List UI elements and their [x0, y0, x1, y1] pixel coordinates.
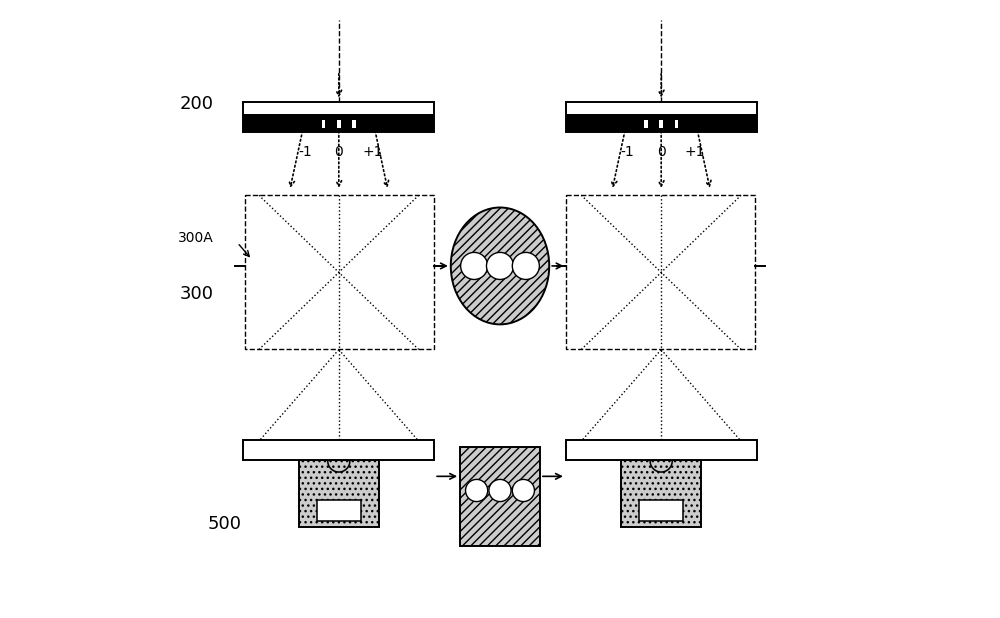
Circle shape	[512, 252, 539, 279]
Circle shape	[489, 480, 511, 502]
Bar	[243, 102, 434, 115]
Bar	[675, 119, 678, 128]
Bar	[566, 115, 757, 132]
Text: 500: 500	[208, 515, 242, 533]
Bar	[352, 119, 356, 128]
Bar	[639, 501, 683, 520]
Bar	[460, 447, 540, 546]
Bar	[621, 460, 701, 527]
Circle shape	[486, 252, 514, 279]
Bar	[566, 440, 757, 460]
Bar	[566, 102, 757, 115]
Text: 300A: 300A	[178, 231, 214, 245]
Text: 200: 200	[180, 95, 214, 112]
Bar	[299, 460, 379, 527]
Text: -1: -1	[298, 145, 312, 159]
Circle shape	[466, 480, 488, 502]
Bar	[659, 119, 663, 128]
Text: +1: +1	[685, 145, 705, 159]
Circle shape	[461, 252, 488, 279]
Bar	[243, 440, 434, 460]
Text: -1: -1	[620, 145, 634, 159]
Bar	[243, 115, 434, 132]
Ellipse shape	[451, 208, 549, 324]
Bar	[337, 119, 341, 128]
Bar	[322, 119, 325, 128]
Bar	[644, 119, 648, 128]
Text: 300: 300	[180, 285, 214, 303]
Text: 0: 0	[657, 145, 666, 159]
Bar	[317, 501, 361, 520]
Text: 0: 0	[334, 145, 343, 159]
Text: +1: +1	[362, 145, 383, 159]
Circle shape	[512, 480, 534, 502]
